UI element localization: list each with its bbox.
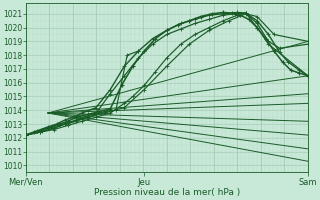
X-axis label: Pression niveau de la mer( hPa ): Pression niveau de la mer( hPa ) <box>94 188 240 197</box>
